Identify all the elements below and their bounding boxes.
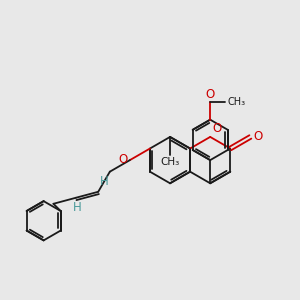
Text: O: O xyxy=(118,153,128,166)
Text: CH₃: CH₃ xyxy=(160,157,180,167)
Text: O: O xyxy=(206,88,215,101)
Text: H: H xyxy=(100,175,109,188)
Text: O: O xyxy=(212,122,221,135)
Text: CH₃: CH₃ xyxy=(227,97,245,107)
Text: O: O xyxy=(253,130,262,143)
Text: H: H xyxy=(73,201,81,214)
